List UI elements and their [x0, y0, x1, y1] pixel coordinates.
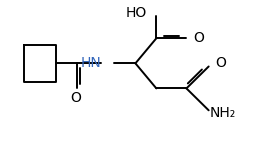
- Text: O: O: [193, 31, 204, 45]
- Text: HO: HO: [126, 6, 147, 20]
- Text: O: O: [215, 56, 226, 70]
- Text: HN: HN: [80, 56, 101, 70]
- Text: O: O: [70, 91, 81, 105]
- Text: NH₂: NH₂: [210, 106, 236, 120]
